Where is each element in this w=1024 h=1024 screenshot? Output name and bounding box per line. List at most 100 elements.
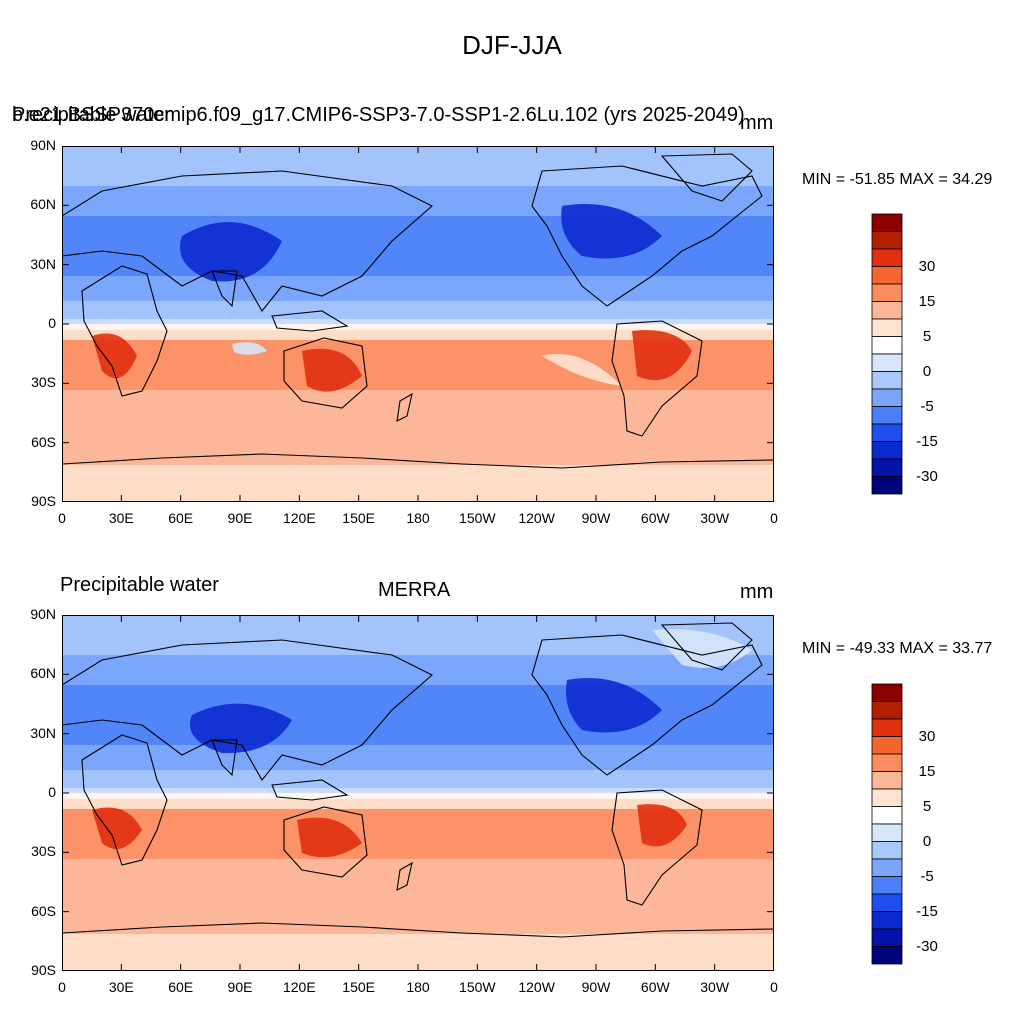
colorbar-label: -5 <box>920 867 934 885</box>
colorbar-box <box>871 476 903 495</box>
panel2-units: mm <box>740 581 774 603</box>
lon-label: 120W <box>518 979 555 995</box>
lat-label: 0 <box>48 784 56 800</box>
panel2-center-label: MERRA <box>378 579 451 601</box>
panel1-colorbar <box>871 213 903 495</box>
colorbar-box <box>871 718 903 737</box>
colorbar-box <box>871 841 903 860</box>
colorbar-box <box>871 336 903 355</box>
panel1-units: mm <box>740 112 774 134</box>
lon-label: 90E <box>227 510 253 526</box>
main-title: DJF-JJA <box>462 30 562 60</box>
lon-label: 120E <box>282 510 316 526</box>
anomaly-patch <box>561 204 662 259</box>
colorbar-box <box>871 441 903 460</box>
lat-label: 60N <box>30 665 56 682</box>
lat-label: 90S <box>31 962 56 978</box>
lon-label: 0 <box>58 510 66 526</box>
contour-band <box>62 330 774 340</box>
colorbar-box <box>871 248 903 267</box>
lat-label: 90S <box>31 493 56 509</box>
eurasia-outline <box>62 170 433 312</box>
contour-band <box>62 745 774 770</box>
contour-band <box>62 430 774 465</box>
indonesia-outline <box>271 779 349 801</box>
lon-label: 60W <box>640 979 670 995</box>
colorbar-box <box>871 806 903 825</box>
south-america-outline <box>611 789 703 906</box>
anomaly-patch <box>232 342 267 355</box>
india-outline <box>211 270 238 308</box>
panel2-colorbar <box>871 683 903 965</box>
colorbar-label: 5 <box>922 327 932 345</box>
colorbar-label: 30 <box>918 727 936 745</box>
lat-label: 60S <box>31 433 56 450</box>
lon-label: 150W <box>459 510 496 526</box>
new-zealand-outline <box>396 861 413 891</box>
lat-label: 30N <box>30 724 56 741</box>
contour-band <box>62 799 774 809</box>
colorbar-box <box>871 788 903 807</box>
lon-label: 90W <box>581 979 611 995</box>
lon-label: 150E <box>342 510 375 526</box>
colorbar-box <box>871 388 903 407</box>
colorbar-box <box>871 283 903 302</box>
contour-band <box>62 685 774 745</box>
colorbar-box <box>871 823 903 842</box>
contour-band <box>62 655 774 685</box>
lon-label: 60W <box>640 510 670 526</box>
africa-outline <box>81 734 168 866</box>
contour-band <box>62 899 774 934</box>
eurasia-outline <box>62 639 433 781</box>
colorbar-box <box>871 213 903 232</box>
panel1-minmax: MIN = -51.85 MAX = 34.29 <box>802 171 993 188</box>
colorbar-label: 30 <box>918 257 936 275</box>
lon-label: 30E <box>108 979 134 995</box>
colorbar-box <box>871 736 903 755</box>
colorbar-label: 0 <box>922 362 932 380</box>
colorbar-label: -15 <box>916 902 938 920</box>
lon-label: 120W <box>518 510 555 526</box>
colorbar-box <box>871 928 903 947</box>
panel1-case-label: b.e21.BSSP370cmip6.f09_g17.CMIP6-SSP3-7.… <box>12 104 745 126</box>
colorbar-box <box>871 353 903 372</box>
colorbar-label: 15 <box>918 762 936 780</box>
lon-label: 0 <box>770 979 778 995</box>
antarctica-outline <box>62 922 774 971</box>
contour-band <box>62 390 774 430</box>
india-outline <box>211 739 238 777</box>
anomaly-patch <box>297 817 362 858</box>
colorbar-box <box>871 876 903 895</box>
colorbar-box <box>871 423 903 442</box>
colorbar-label: -30 <box>916 467 938 485</box>
lon-label: 180 <box>406 979 430 995</box>
colorbar-box <box>871 753 903 772</box>
indonesia-outline <box>271 310 349 332</box>
lon-label: 150E <box>342 979 375 995</box>
anomaly-patch <box>652 629 752 668</box>
lon-label: 60E <box>168 510 194 526</box>
contour-band <box>62 301 774 319</box>
colorbar-label: -5 <box>920 397 934 415</box>
panel2-minmax: MIN = -49.33 MAX = 33.77 <box>802 640 993 657</box>
colorbar-box <box>871 318 903 337</box>
contour-band <box>62 324 774 330</box>
panel2-variable-label: Precipitable water <box>60 574 219 596</box>
contour-band <box>62 216 774 276</box>
lon-label: 60E <box>168 979 194 995</box>
greenland-outline <box>660 622 753 671</box>
colorbar-box <box>871 771 903 790</box>
anomaly-patch <box>637 804 687 847</box>
south-america-outline <box>611 320 703 437</box>
contour-band <box>62 793 774 799</box>
colorbar-label: -30 <box>916 937 938 955</box>
lat-label: 30S <box>31 843 56 860</box>
colorbar-box <box>871 301 903 320</box>
contour-band <box>62 319 774 324</box>
lon-label: 90W <box>581 510 611 526</box>
lon-label: 30W <box>700 510 730 526</box>
contour-band <box>62 788 774 793</box>
lat-label: 60N <box>30 196 56 213</box>
lon-label: 180 <box>406 510 430 526</box>
colorbar-box <box>871 701 903 720</box>
